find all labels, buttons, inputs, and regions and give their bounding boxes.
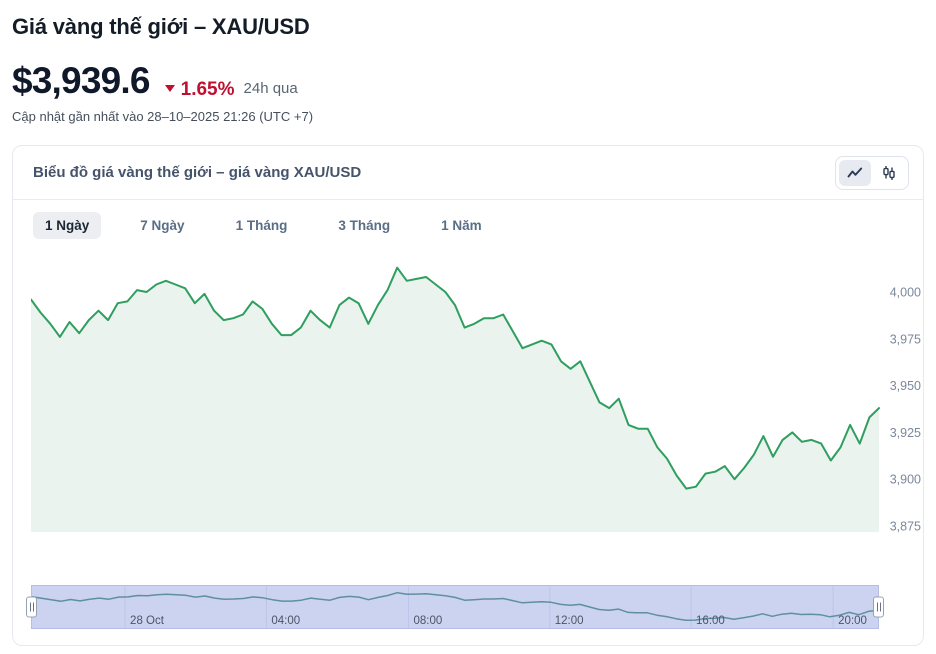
range-tabs: 1 Ngày 7 Ngày 1 Tháng 3 Tháng 1 Năm bbox=[13, 200, 923, 241]
line-chart-icon bbox=[847, 167, 863, 177]
grip-icon bbox=[876, 602, 881, 611]
page-title: Giá vàng thế giới – XAU/USD bbox=[12, 14, 310, 39]
change-period: 24h qua bbox=[243, 80, 298, 97]
grip-icon bbox=[29, 602, 34, 611]
current-price: $3,939.6 bbox=[12, 60, 150, 101]
navigator-right-handle[interactable] bbox=[873, 596, 884, 617]
last-updated-text: Cập nhật gần nhất vào 28–10–2025 21:26 (… bbox=[12, 108, 314, 124]
tab-1-year[interactable]: 1 Năm bbox=[429, 212, 494, 239]
price-row: $3,939.6 1.65% 24h qua bbox=[12, 62, 924, 101]
y-axis-tick-label: 4,000 bbox=[890, 285, 921, 299]
main-chart[interactable]: 4,000 3,975 3,950 3,925 3,900 3,875 bbox=[31, 261, 925, 533]
y-axis-tick-label: 3,925 bbox=[890, 425, 921, 439]
x-axis-label: 04:00 bbox=[271, 615, 300, 627]
chart-card-header: Biểu đồ giá vàng thế giới – giá vàng XAU… bbox=[13, 146, 923, 199]
x-axis-label: 20:00 bbox=[838, 615, 867, 627]
tab-7-days[interactable]: 7 Ngày bbox=[128, 212, 196, 239]
chart-type-toggle bbox=[835, 155, 909, 190]
change-percent: 1.65% bbox=[180, 78, 235, 100]
navigator-line bbox=[32, 591, 878, 621]
tab-1-month[interactable]: 1 Tháng bbox=[224, 212, 300, 239]
header-divider bbox=[13, 198, 923, 200]
chart-card-title: Biểu đồ giá vàng thế giới – giá vàng XAU… bbox=[33, 164, 362, 181]
x-axis-label: 28 Oct bbox=[130, 615, 165, 627]
chart-card: Biểu đồ giá vàng thế giới – giá vàng XAU… bbox=[12, 144, 925, 646]
price-line bbox=[31, 266, 880, 490]
y-axis-tick-label: 3,900 bbox=[890, 472, 921, 486]
navigator-left-handle[interactable] bbox=[26, 596, 37, 617]
y-axis-tick-label: 3,950 bbox=[890, 379, 921, 393]
price-area-chart[interactable]: 4,000 3,975 3,950 3,925 3,900 3,875 bbox=[31, 261, 925, 533]
price-area-fill bbox=[31, 267, 879, 532]
x-axis-label: 16:00 bbox=[696, 615, 725, 627]
candlestick-icon bbox=[883, 165, 895, 180]
y-axis-tick-label: 3,875 bbox=[890, 519, 921, 533]
navigator-mini-chart[interactable]: 28 Oct 04:00 08:00 12:00 16:00 20:00 bbox=[32, 585, 878, 628]
range-navigator[interactable]: 28 Oct 04:00 08:00 12:00 16:00 20:00 bbox=[26, 584, 884, 629]
y-axis-tick-label: 3,975 bbox=[890, 332, 921, 346]
down-triangle-icon bbox=[164, 85, 175, 92]
tab-1-day[interactable]: 1 Ngày bbox=[33, 211, 102, 239]
tab-3-months[interactable]: 3 Tháng bbox=[326, 212, 402, 239]
line-chart-toggle-button[interactable] bbox=[839, 159, 871, 186]
x-axis-label: 12:00 bbox=[555, 615, 584, 627]
x-axis-label: 08:00 bbox=[413, 615, 442, 627]
candlestick-toggle-button[interactable] bbox=[873, 160, 905, 186]
price-change: 1.65% bbox=[164, 78, 235, 101]
